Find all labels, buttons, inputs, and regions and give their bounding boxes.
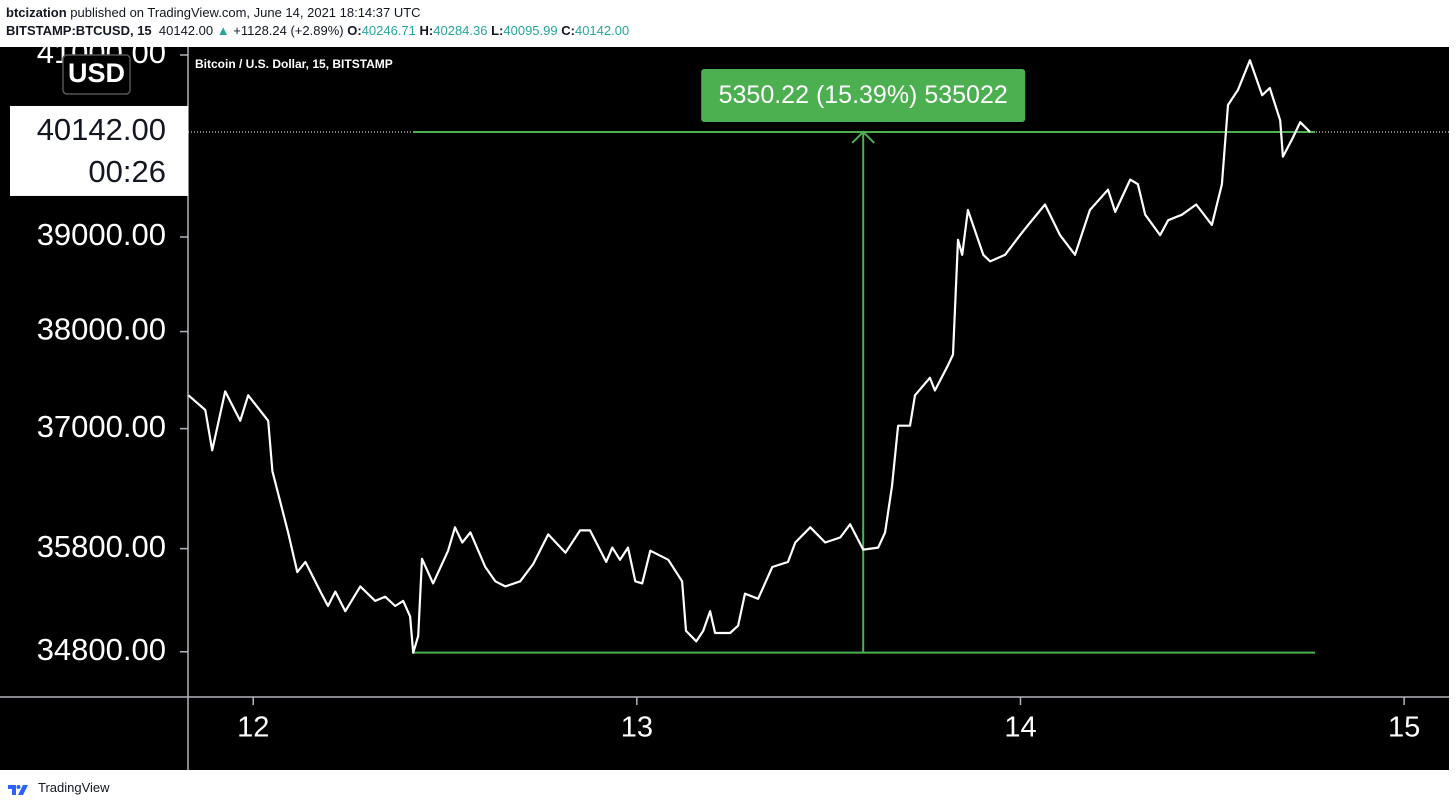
measure-arrow-head: [851, 130, 875, 144]
ohlc-label: L:: [491, 23, 504, 38]
last-price: 40142.00: [158, 23, 214, 38]
x-tick-label: 15: [1388, 712, 1420, 744]
series-legend: Bitcoin / U.S. Dollar, 15, BITSTAMP: [195, 57, 393, 71]
current-price-label: 40142.00: [37, 112, 166, 147]
header-line-2: BITSTAMP:BTCUSD, 15 40142.00 ▲ +1128.24 …: [6, 22, 629, 40]
ohlc-value: 40095.99: [503, 23, 558, 38]
arrow: ▲: [216, 23, 230, 38]
countdown-label: 00:26: [88, 154, 166, 189]
currency-box: [62, 54, 131, 95]
header-line-1: btcization published on TradingView.com,…: [6, 4, 629, 22]
y-tick-label: 38000.00: [37, 312, 166, 347]
y-tick-label: 37000.00: [37, 409, 166, 444]
header: btcization published on TradingView.com,…: [6, 4, 629, 40]
logo: [8, 784, 28, 795]
ohlc-label: H:: [419, 23, 434, 38]
chart-background: [0, 47, 1449, 770]
ohlc-label: O:: [347, 23, 362, 38]
published: published on TradingView.com, June 14, 2…: [70, 5, 421, 20]
y-tick-label: 39000.00: [37, 217, 166, 252]
ohlc: O:40246.71 H:40284.36 L:40095.99 C:40142…: [347, 23, 629, 38]
ohlc-label: C:: [561, 23, 575, 38]
x-tick-label: 13: [621, 712, 653, 744]
brand: TradingView: [38, 780, 110, 795]
y-tick-label: 34800.00: [37, 632, 166, 667]
y-tick-label: 35800.00: [37, 529, 166, 564]
ohlc-value: 40246.71: [361, 23, 416, 38]
x-tick-label: 14: [1004, 712, 1036, 744]
ohlc-value: 40284.36: [433, 23, 488, 38]
ohlc-value: 40142.00: [574, 23, 630, 38]
current-price-box: [10, 105, 188, 196]
measure-label-box: [701, 68, 1026, 122]
measure-label: 5350.22 (15.39%) 535022: [719, 81, 1008, 109]
footer: TradingView: [8, 780, 110, 795]
change: +1128.24 (+2.89%): [233, 23, 344, 38]
price-line: [188, 59, 1311, 654]
x-tick-label: 12: [237, 712, 269, 744]
symbol: BITSTAMP:BTCUSD, 15: [6, 23, 152, 38]
author: btcization: [6, 5, 67, 20]
currency-label: USD: [68, 58, 125, 88]
